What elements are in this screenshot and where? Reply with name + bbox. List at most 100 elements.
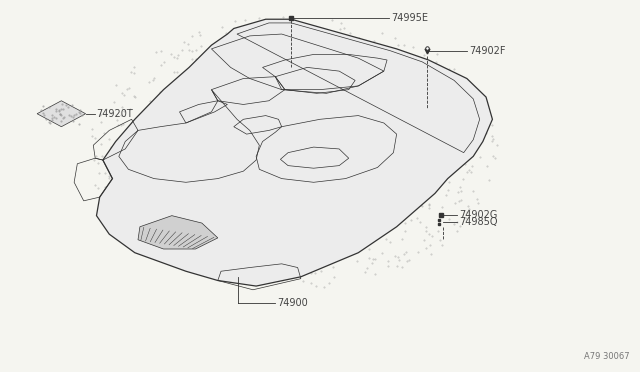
Point	[392, 86, 403, 92]
Point	[221, 203, 232, 209]
Point	[381, 216, 391, 222]
Point	[130, 227, 140, 232]
Point	[328, 253, 338, 259]
Point	[336, 245, 346, 251]
Point	[356, 133, 367, 139]
Point	[243, 171, 253, 177]
Point	[132, 212, 143, 218]
Point	[186, 57, 196, 62]
Point	[488, 136, 499, 142]
Point	[318, 228, 328, 234]
Point	[214, 130, 225, 136]
Point	[293, 138, 303, 144]
Point	[343, 97, 353, 103]
Point	[337, 154, 347, 160]
Point	[175, 227, 186, 232]
Point	[326, 248, 337, 254]
Point	[206, 258, 216, 264]
Point	[169, 69, 179, 75]
Point	[247, 42, 257, 48]
Point	[64, 112, 74, 118]
Point	[157, 190, 168, 196]
Text: 74902G: 74902G	[460, 209, 497, 219]
Point	[186, 233, 196, 239]
Point	[238, 53, 248, 59]
Point	[389, 182, 399, 187]
Point	[252, 109, 262, 115]
Point	[370, 119, 380, 125]
Point	[152, 128, 163, 134]
Point	[257, 120, 268, 126]
Point	[419, 237, 429, 243]
Point	[472, 118, 483, 124]
Point	[468, 127, 478, 133]
Point	[184, 194, 195, 200]
Point	[223, 78, 233, 84]
Point	[347, 56, 357, 62]
Point	[249, 169, 259, 175]
Point	[324, 280, 334, 286]
Point	[286, 92, 296, 98]
Point	[410, 120, 420, 126]
Point	[44, 104, 54, 110]
Point	[95, 111, 105, 117]
Point	[387, 217, 397, 222]
Point	[131, 180, 141, 186]
Point	[237, 251, 247, 257]
Point	[172, 69, 182, 75]
Point	[227, 179, 237, 185]
Polygon shape	[37, 101, 86, 127]
Point	[134, 224, 144, 230]
Point	[316, 101, 326, 107]
Point	[413, 142, 424, 148]
Point	[56, 118, 66, 124]
Point	[343, 195, 353, 201]
Point	[45, 120, 55, 126]
Point	[300, 100, 310, 106]
Point	[93, 160, 103, 166]
Point	[38, 112, 49, 118]
Point	[349, 231, 359, 237]
Point	[412, 77, 422, 83]
Point	[136, 179, 146, 185]
Point	[260, 97, 270, 103]
Point	[383, 108, 393, 113]
Point	[317, 209, 327, 215]
Point	[301, 21, 312, 27]
Point	[424, 231, 435, 237]
Point	[333, 42, 344, 48]
Point	[289, 110, 299, 116]
Point	[224, 88, 234, 94]
Point	[200, 259, 210, 265]
Point	[191, 56, 201, 62]
Point	[437, 120, 447, 126]
Point	[396, 171, 406, 177]
Point	[256, 259, 266, 265]
Point	[314, 71, 324, 77]
Point	[397, 236, 407, 242]
Point	[186, 139, 196, 145]
Point	[204, 265, 214, 271]
Point	[313, 203, 323, 209]
Point	[367, 165, 378, 171]
Point	[175, 99, 185, 105]
Point	[203, 158, 213, 164]
Point	[448, 140, 458, 146]
Point	[337, 179, 347, 185]
Point	[216, 45, 226, 51]
Point	[217, 141, 227, 147]
Point	[238, 79, 248, 85]
Point	[412, 215, 422, 221]
Point	[143, 79, 154, 85]
Point	[137, 121, 147, 127]
Point	[297, 232, 307, 238]
Point	[310, 108, 321, 113]
Point	[383, 258, 393, 264]
Point	[384, 174, 394, 180]
Point	[134, 164, 144, 170]
Point	[454, 198, 464, 204]
Point	[249, 273, 259, 279]
Point	[319, 198, 330, 204]
Point	[217, 109, 227, 115]
Point	[328, 264, 339, 270]
